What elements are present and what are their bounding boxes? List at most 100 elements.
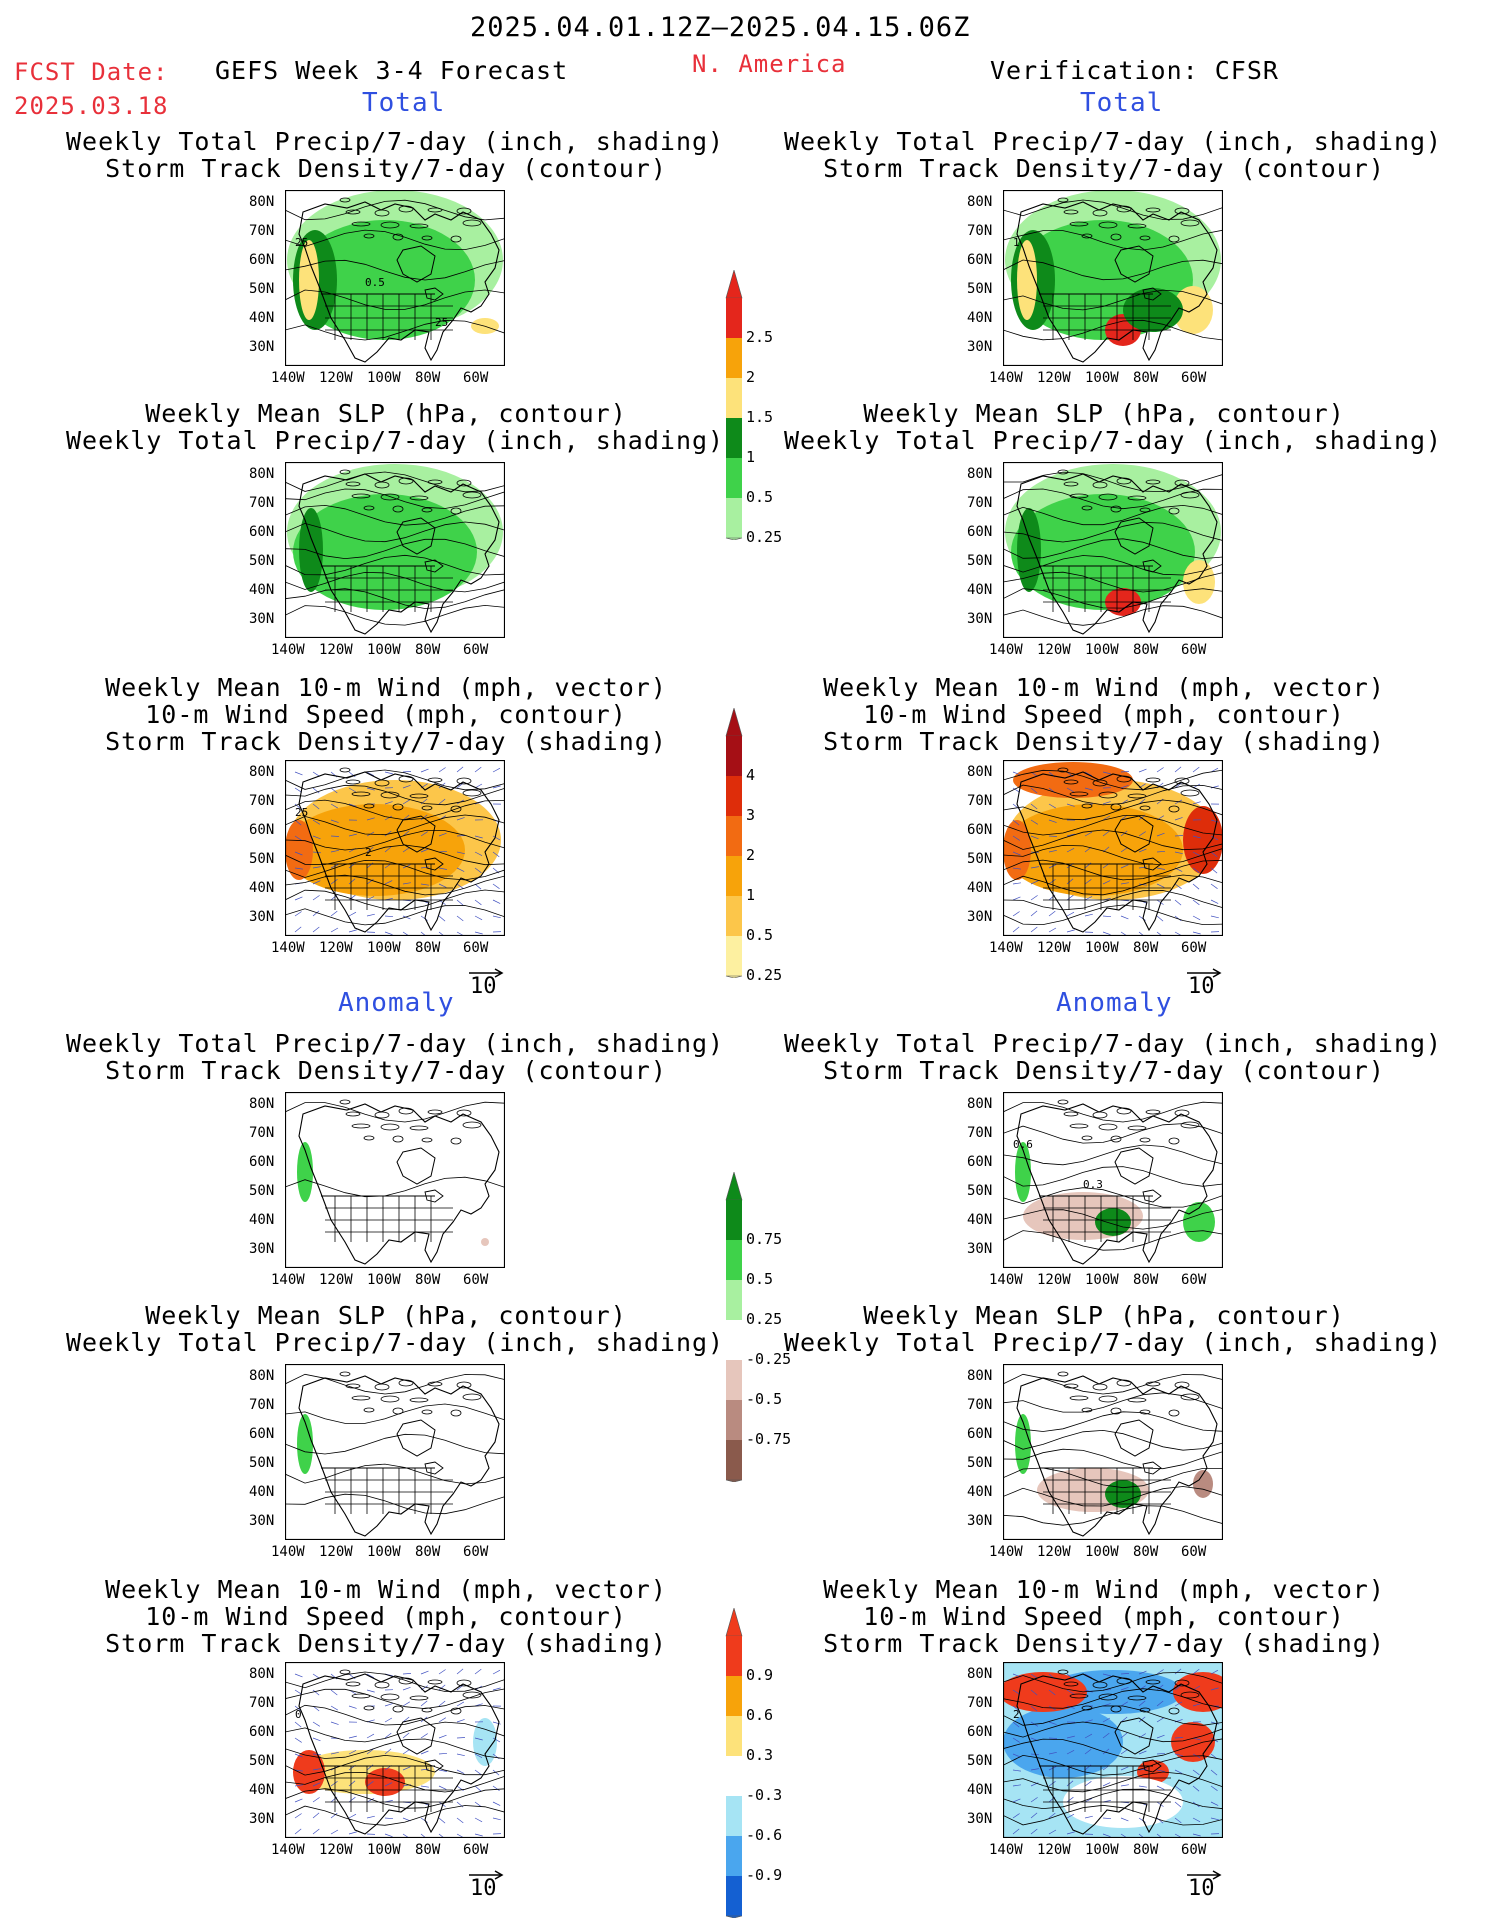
- lat-tick-label: 80N: [249, 764, 275, 780]
- lat-tick-label: 50N: [967, 281, 993, 297]
- lat-tick-label: 30N: [249, 1241, 275, 1257]
- title-ob-total-precip: Weekly Total Precip/7-day (inch, shading…: [784, 127, 1443, 183]
- lon-tick-label: 100W: [367, 940, 401, 956]
- colorbar-swatch: [726, 418, 742, 458]
- lat-tick-label: 30N: [967, 909, 993, 925]
- colorbar-label: 0.25: [746, 528, 783, 546]
- colorbar-swatch: [726, 1320, 742, 1360]
- colorbar-swatch: [726, 896, 742, 936]
- lat-tick-label: 60N: [249, 822, 275, 838]
- map-canvas: 0.6 0.3: [1003, 1092, 1223, 1268]
- colorbar-swatch: [726, 1796, 742, 1836]
- lon-tick-label: 80W: [415, 370, 441, 386]
- map-ob-anom-slp: 80N 70N 60N 50N 40N 30N 140W 120W 100W 80W 60W: [967, 1364, 1223, 1560]
- lat-tick-label: 70N: [967, 1397, 993, 1413]
- lat-tick-label: 40N: [249, 1782, 275, 1798]
- lon-tick-label: 80W: [415, 1842, 441, 1858]
- fcst-label: FCST Date:: [14, 58, 169, 86]
- lon-tick-label: 140W: [989, 1842, 1023, 1858]
- colorbar-label: -0.75: [746, 1430, 792, 1448]
- title-fc-anom-wind: Weekly Mean 10-m Wind (mph, vector) 10-m …: [105, 1575, 667, 1658]
- map-fc-total-wind: 25 2 80N 70N 60N 50N 40N 30N 140W 120W 100W 80W 60W: [249, 760, 505, 956]
- colorbar-swatch: [726, 1716, 742, 1756]
- lat-tick-label: 30N: [967, 1513, 993, 1529]
- lon-tick-label: 60W: [463, 1544, 489, 1560]
- lon-tick-label: 140W: [271, 1544, 305, 1560]
- lat-tick-label: 40N: [249, 310, 275, 326]
- lat-tick-label: 60N: [249, 1426, 275, 1442]
- lon-tick-label: 100W: [1085, 1544, 1119, 1560]
- lon-tick-label: 100W: [1085, 1272, 1119, 1288]
- title-fc-anom-precip: Weekly Total Precip/7-day (inch, shading…: [66, 1029, 725, 1085]
- colorbar-swatch: [726, 776, 742, 816]
- title-ob-anom-precip: Weekly Total Precip/7-day (inch, shading…: [784, 1029, 1443, 1085]
- colorbar-swatch: [726, 1876, 742, 1916]
- lat-tick-label: 30N: [249, 611, 275, 627]
- colorbar-swatch: [726, 338, 742, 378]
- lon-tick-label: 80W: [1133, 940, 1159, 956]
- lon-tick-label: 60W: [1181, 370, 1207, 386]
- colorbar-swatch: [726, 1836, 742, 1876]
- lat-tick-label: 80N: [967, 194, 993, 210]
- lon-tick-label: 60W: [1181, 1544, 1207, 1560]
- section-anomaly-verification: Anomaly: [1056, 988, 1173, 1018]
- contour-label: 1: [1013, 236, 1020, 249]
- contour-label: 25: [435, 316, 448, 329]
- colorbar-label: 0.75: [746, 1230, 783, 1248]
- arrow-right-icon: [1187, 968, 1222, 978]
- title-ob-total-wind: Weekly Mean 10-m Wind (mph, vector) 10-m …: [823, 673, 1385, 756]
- lon-tick-label: 60W: [463, 642, 489, 658]
- lon-tick-label: 120W: [1037, 940, 1071, 956]
- verification-label: Verification: CFSR: [990, 56, 1279, 85]
- forecast-title: GEFS Week 3-4 Forecast: [215, 56, 569, 85]
- colorbar-swatch: [726, 1360, 742, 1400]
- lat-tick-label: 40N: [967, 1782, 993, 1798]
- lat-tick-label: 60N: [249, 252, 275, 268]
- map-fc-anom-precip: 80N 70N 60N 50N 40N 30N 140W 120W 100W 80W 60W: [249, 1092, 505, 1288]
- colorbar-strip: [725, 270, 743, 540]
- lat-tick-label: 70N: [249, 1695, 275, 1711]
- colorbar-swatch: [726, 736, 742, 776]
- lon-tick-label: 120W: [319, 1544, 353, 1560]
- lon-tick-label: 120W: [319, 370, 353, 386]
- contour-label: 25: [295, 236, 308, 249]
- lat-tick-label: 80N: [249, 466, 275, 482]
- map-canvas: [285, 1364, 505, 1540]
- colorbar-swatch: [726, 1400, 742, 1440]
- section-anomaly-forecast: Anomaly: [338, 988, 455, 1018]
- lon-tick-label: 60W: [463, 1272, 489, 1288]
- colorbar-swatch: [726, 936, 742, 976]
- lat-tick-label: 40N: [967, 1484, 993, 1500]
- colorbar-swatch: [726, 1756, 742, 1796]
- colorbar-label: 0.5: [746, 488, 774, 506]
- lat-tick-label: 40N: [967, 582, 993, 598]
- section-total-verification: Total: [1080, 88, 1164, 118]
- colorbar-label: 0.5: [746, 926, 774, 944]
- lon-tick-label: 80W: [1133, 642, 1159, 658]
- colorbar-label: -0.9: [746, 1866, 783, 1884]
- colorbar-label: 4: [746, 766, 756, 784]
- colorbar-label: 1: [746, 448, 756, 466]
- lat-tick-label: 60N: [967, 1154, 993, 1170]
- lon-tick-label: 80W: [415, 1272, 441, 1288]
- lon-tick-label: 120W: [1037, 370, 1071, 386]
- lat-tick-label: 30N: [967, 611, 993, 627]
- lat-tick-label: 50N: [967, 851, 993, 867]
- lon-tick-label: 140W: [271, 940, 305, 956]
- lon-tick-label: 80W: [415, 1544, 441, 1560]
- colorbar-label: 1: [746, 886, 756, 904]
- lon-tick-label: 100W: [1085, 940, 1119, 956]
- colorbar-label: 2.5: [746, 328, 774, 346]
- lat-tick-label: 80N: [249, 1666, 275, 1682]
- map-fc-anom-wind: 0 80N 70N 60N 50N 40N 30N 140W 120W 100W 80W 60W: [249, 1662, 505, 1858]
- colorbar-label: 1.5: [746, 408, 774, 426]
- lat-tick-label: 70N: [249, 1125, 275, 1141]
- colorbar-strip: [725, 1608, 743, 1918]
- lon-tick-label: 120W: [319, 1842, 353, 1858]
- map-ob-anom-wind: 2 80N 70N 60N 50N 40N 30N 140W 120W 100W 80W 60W: [967, 1662, 1223, 1858]
- map-canvas: 0: [285, 1662, 505, 1838]
- lat-tick-label: 50N: [249, 281, 275, 297]
- lat-tick-label: 80N: [967, 1096, 993, 1112]
- arrow-right-icon: [469, 968, 504, 978]
- lon-tick-label: 100W: [367, 642, 401, 658]
